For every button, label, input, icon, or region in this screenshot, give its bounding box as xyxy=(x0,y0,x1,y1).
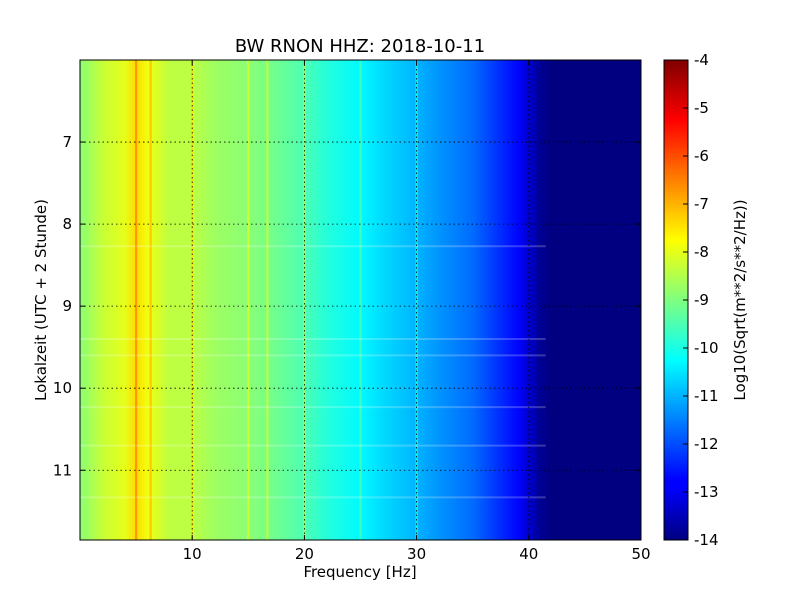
y-tick-label: 7 xyxy=(62,133,72,151)
y-tick-label: 11 xyxy=(53,461,72,479)
x-axis: 10 20 30 40 50 Frequency [Hz] xyxy=(183,60,651,581)
chart-title: BW RNON HHZ: 2018-10-11 xyxy=(235,36,485,57)
colorbar-tick-label: -11 xyxy=(694,387,719,405)
x-axis-label: Frequency [Hz] xyxy=(303,563,416,581)
plot-frame xyxy=(79,59,642,541)
x-tick-label: 10 xyxy=(183,545,202,563)
y-axis: 7 8 9 10 11 Lokalzeit (UTC + 2 Stunde) xyxy=(32,133,641,479)
colorbar-ticks: -4 -5 -6 -7 -8 -9 -10 -11 -12 -13 -14 xyxy=(683,51,719,549)
x-ticks: 10 20 30 40 50 xyxy=(183,60,651,563)
x-tick-label: 30 xyxy=(407,545,426,563)
x-tick-label: 20 xyxy=(295,545,314,563)
colorbar: -4 -5 -6 -7 -8 -9 -10 -11 -12 -13 -14 Log10(Sqrt(m… xyxy=(663,51,749,549)
x-tick-label: 40 xyxy=(519,545,538,563)
y-ticks: 7 8 9 10 11 xyxy=(53,133,641,479)
y-tick-label: 10 xyxy=(53,379,72,397)
highlight-rows xyxy=(80,245,546,499)
colorbar-tick-label: -12 xyxy=(694,435,719,453)
y-tick-label: 9 xyxy=(62,297,72,315)
colorbar-tick-label: -10 xyxy=(694,339,719,357)
colorbar-tick-label: -5 xyxy=(694,99,709,117)
plot-area xyxy=(79,59,642,541)
colorbar-tick-label: -14 xyxy=(694,531,719,549)
colorbar-tick-label: -8 xyxy=(694,243,709,261)
colorbar-label: Log10(Sqrt(m**2/s**2/Hz)) xyxy=(731,199,749,400)
colorbar-tick-label: -7 xyxy=(694,195,709,213)
grid xyxy=(80,60,641,540)
colorbar-tick-label: -4 xyxy=(694,51,709,69)
colorbar-tick-label: -6 xyxy=(694,147,709,165)
y-tick-label: 8 xyxy=(62,215,72,233)
x-tick-label: 50 xyxy=(631,545,650,563)
colorbar-tick-label: -13 xyxy=(694,483,719,501)
colorbar-tick-label: -9 xyxy=(694,291,709,309)
y-axis-label: Lokalzeit (UTC + 2 Stunde) xyxy=(32,199,50,401)
